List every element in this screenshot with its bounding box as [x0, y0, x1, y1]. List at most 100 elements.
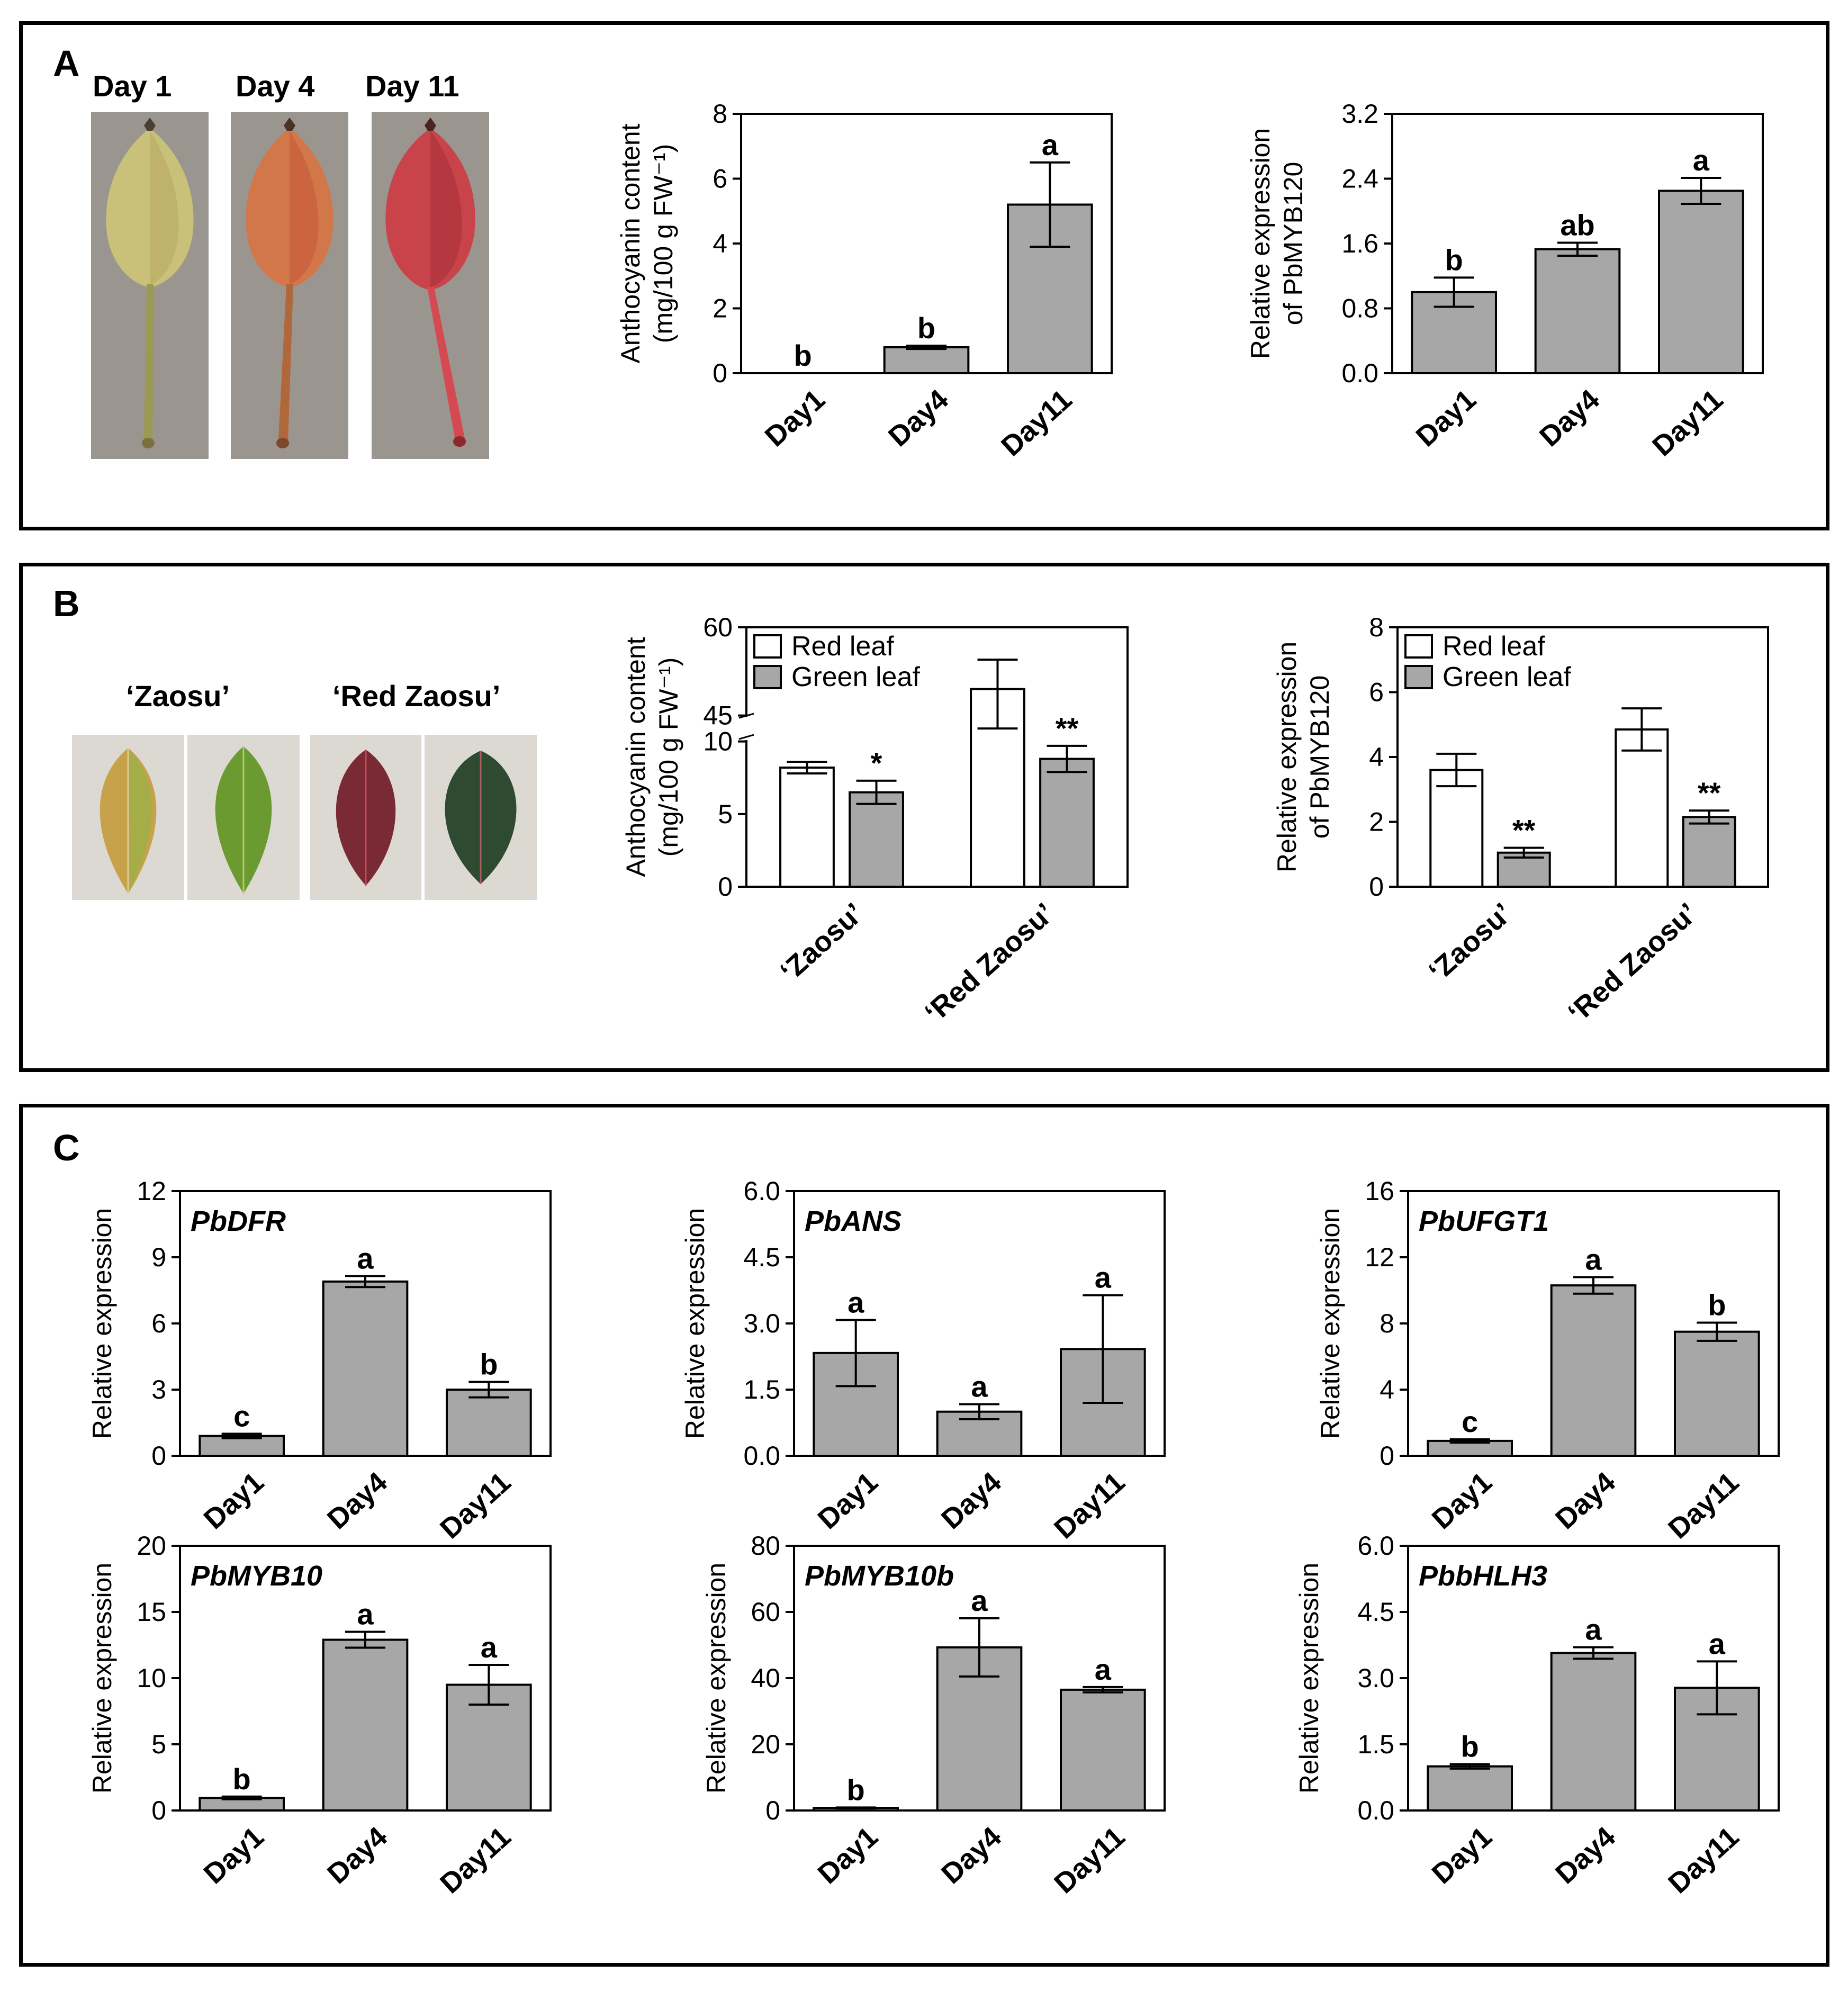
- y-axis-label: Relative expression: [1272, 642, 1302, 872]
- x-tick-label: ‘Red Zaosu’: [918, 897, 1060, 1029]
- significance-label: **: [1056, 711, 1079, 745]
- x-tick-label: Day11: [995, 383, 1078, 462]
- x-tick-label: Day11: [1662, 1821, 1745, 1899]
- y-axis-label: Relative expression: [87, 1563, 117, 1794]
- significance-label: a: [1709, 1627, 1726, 1660]
- significance-label: **: [1512, 814, 1536, 847]
- significance-label: b: [1461, 1730, 1479, 1763]
- significance-label: b: [1708, 1288, 1726, 1321]
- y-tick-label: 12: [137, 1176, 166, 1206]
- y-tick-label: 6: [713, 164, 727, 194]
- y-tick-label: 20: [751, 1729, 780, 1759]
- bar: [1534, 248, 1621, 374]
- y-tick-label: 3.2: [1341, 99, 1378, 129]
- y-axis-label: Relative expression: [701, 1563, 731, 1794]
- y-tick-label: 4.5: [1357, 1597, 1394, 1627]
- significance-label: a: [1585, 1613, 1602, 1646]
- bar: [1550, 1284, 1637, 1457]
- axis-break-line: [738, 734, 754, 740]
- y-tick-label: 40: [751, 1663, 780, 1693]
- y-axis-label: of PbMYB120: [1305, 675, 1335, 839]
- significance-label: a: [357, 1241, 374, 1275]
- y-tick-label: 15: [137, 1597, 166, 1627]
- significance-label: b: [794, 339, 812, 372]
- y-tick-label: 0.0: [743, 1441, 780, 1471]
- x-tick-label: Day4: [1549, 1821, 1621, 1890]
- x-tick-label: Day1: [812, 1821, 884, 1890]
- plot-frame: [745, 626, 1129, 888]
- y-tick-label: 4.5: [743, 1242, 780, 1272]
- gene-name: PbMYB10b: [805, 1560, 954, 1592]
- significance-label: b: [917, 311, 935, 345]
- bar: [446, 1389, 532, 1457]
- y-tick-label: 10: [137, 1663, 166, 1693]
- significance-label: *: [871, 746, 882, 780]
- chart-b-pbmyb120: 0 2 4 6 8 Relative expression of PbMYB120 ** ** R…: [1272, 612, 1769, 1029]
- significance-label: a: [848, 1285, 864, 1319]
- panel-b-frame: [19, 563, 1829, 1072]
- y-tick-label: 0.0: [1357, 1796, 1394, 1825]
- y-tick-label: 0.0: [1341, 358, 1378, 388]
- chart-c-pbmyb10b: 0 20 40 60 80 Relative expression PbMYB10b b a a D…: [701, 1531, 1166, 1899]
- chart-a-anthocyanin: 0 2 4 6 8 Anthocyanin content (mg/100 g FW⁻¹) b…: [616, 99, 1113, 462]
- bar: [322, 1638, 409, 1812]
- y-tick-label: 2: [1369, 807, 1384, 837]
- legend-swatch: [753, 634, 782, 659]
- y-tick-label: 0.8: [1341, 294, 1378, 323]
- x-tick-label: Day4: [1534, 383, 1606, 453]
- bar-green-leaf: [849, 791, 904, 888]
- y-tick-label: 8: [713, 99, 727, 129]
- legend-label: Red leaf: [1443, 631, 1545, 662]
- gene-name: PbDFR: [191, 1205, 286, 1237]
- chart-a-pbmyb120: 0.0 0.8 1.6 2.4 3.2 Relative expression of PbM…: [1246, 99, 1764, 462]
- y-tick-label: 6.0: [1357, 1531, 1394, 1561]
- y-tick-label: 0: [713, 358, 727, 388]
- x-tick-label: Day1: [759, 383, 831, 453]
- x-tick-label: Day11: [434, 1821, 517, 1899]
- y-tick-label: 5: [718, 799, 733, 829]
- y-tick-label: 0: [1380, 1441, 1394, 1471]
- y-axis-label: of PbMYB120: [1278, 162, 1308, 326]
- significance-label: a: [357, 1598, 374, 1631]
- y-tick-label: 2.4: [1341, 164, 1378, 194]
- y-tick-label: 4: [713, 229, 727, 258]
- chart-c-pbbhlh3: 0.0 1.5 3.0 4.5 6.0 Relative expression PbbHLH…: [1294, 1531, 1780, 1899]
- y-tick-label: 6: [1369, 678, 1384, 707]
- y-tick-label: 0: [151, 1796, 166, 1825]
- x-tick-label: Day11: [1048, 1821, 1131, 1899]
- y-axis-label: Relative expression: [680, 1208, 710, 1439]
- legend-label: Green leaf: [791, 662, 920, 692]
- x-tick-label: Day4: [321, 1821, 393, 1890]
- panel-a-frame: [19, 21, 1829, 530]
- y-tick-label: 1.5: [1357, 1729, 1394, 1759]
- significance-label: a: [1095, 1261, 1112, 1294]
- fruit-photo-day11: [372, 112, 489, 459]
- y-tick-label: 4: [1380, 1375, 1394, 1404]
- y-tick-label: 3.0: [743, 1309, 780, 1338]
- bar: [1427, 1439, 1513, 1457]
- significance-label: b: [480, 1347, 498, 1381]
- gene-name: PbANS: [805, 1205, 902, 1237]
- y-tick-label: 60: [703, 612, 733, 642]
- y-axis-label: Relative expression: [87, 1208, 117, 1439]
- y-tick-label: 45: [703, 701, 733, 731]
- y-tick-label: 20: [137, 1531, 166, 1561]
- legend-label: Red leaf: [791, 631, 894, 662]
- y-axis-label: (mg/100 g FW⁻¹): [654, 657, 683, 857]
- significance-label: a: [1693, 143, 1710, 177]
- legend-label: Green leaf: [1443, 662, 1571, 692]
- y-axis-label: (mg/100 g FW⁻¹): [648, 144, 678, 343]
- x-tick-label: Day1: [1410, 383, 1482, 453]
- panel-c-frame: [19, 1104, 1829, 1967]
- x-tick-label: Day4: [882, 383, 954, 453]
- bar: [1658, 190, 1744, 374]
- y-tick-label: 0: [151, 1441, 166, 1471]
- significance-label: c: [1462, 1405, 1478, 1438]
- bar: [1427, 1765, 1513, 1812]
- x-tick-label: Day4: [935, 1821, 1007, 1890]
- bar-green-leaf: [1682, 816, 1736, 888]
- bar: [322, 1280, 409, 1457]
- significance-label: a: [481, 1630, 498, 1664]
- gene-name: PbbHLH3: [1419, 1560, 1547, 1592]
